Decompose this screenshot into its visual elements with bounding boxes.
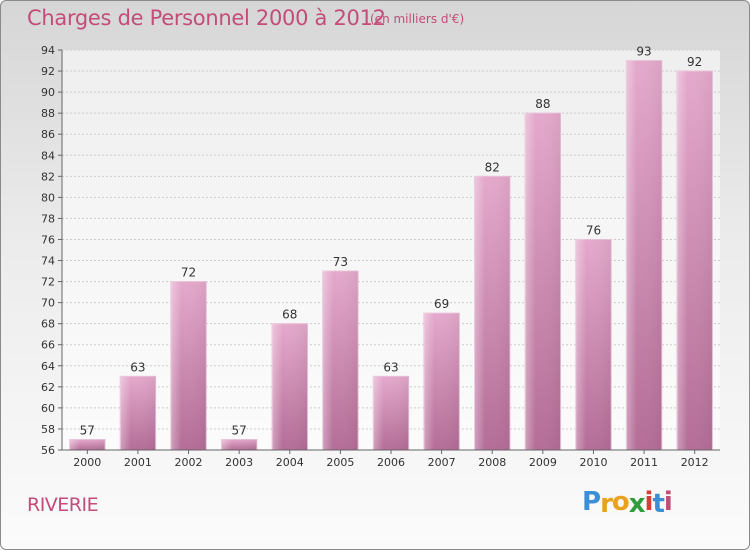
bars: 57 63 72 57 68 73 63 69 82 88 76 93 92 xyxy=(69,45,713,451)
bar-shine xyxy=(373,376,409,450)
x-tick-label: 2009 xyxy=(529,456,557,469)
data-label: 57 xyxy=(232,423,247,437)
bar-shine xyxy=(221,439,257,450)
y-tick-label: 70 xyxy=(41,297,55,310)
y-tick-label: 60 xyxy=(41,402,55,415)
data-label: 69 xyxy=(434,297,449,311)
bar-shine xyxy=(272,323,308,450)
bar-shine xyxy=(423,313,460,450)
bar-shine xyxy=(575,239,612,450)
x-tick-label: 2006 xyxy=(377,456,405,469)
y-tick-label: 86 xyxy=(41,128,55,141)
logo-letter: t xyxy=(652,489,664,519)
logo-letter: o xyxy=(611,487,630,517)
y-axis: 56 58 60 62 64 66 68 70 72 74 76 78 80 82 84 86 88 90 92 94 xyxy=(41,44,63,457)
data-label: 93 xyxy=(636,45,651,59)
bar-shine xyxy=(120,376,156,450)
y-tick-label: 92 xyxy=(41,65,55,78)
y-tick-label: 82 xyxy=(41,170,55,183)
y-tick-label: 64 xyxy=(41,360,55,373)
y-tick-label: 56 xyxy=(41,444,55,457)
x-tick-label: 2010 xyxy=(579,456,607,469)
proxiti-logo: Proxiti xyxy=(582,487,673,519)
y-tick-label: 72 xyxy=(41,276,55,289)
bar-shine xyxy=(626,60,662,451)
y-tick-label: 58 xyxy=(41,423,55,436)
data-label: 88 xyxy=(535,97,550,111)
y-tick-label: 68 xyxy=(41,318,55,331)
bar-shine xyxy=(676,71,713,450)
x-tick-label: 2002 xyxy=(175,456,203,469)
y-tick-label: 90 xyxy=(41,86,55,99)
commune-name: RIVERIE xyxy=(27,494,99,516)
x-tick-label: 2007 xyxy=(428,456,456,469)
x-tick-label: 2004 xyxy=(276,456,304,469)
y-tick-label: 94 xyxy=(41,44,55,57)
data-label: 92 xyxy=(687,55,702,69)
logo-letter: r xyxy=(600,489,613,519)
logo-letter: i xyxy=(644,487,654,517)
y-tick-label: 84 xyxy=(41,149,55,162)
y-tick-label: 80 xyxy=(41,191,55,204)
data-label: 72 xyxy=(181,266,196,280)
data-label: 68 xyxy=(282,308,297,322)
y-tick-label: 76 xyxy=(41,233,55,246)
y-tick-label: 78 xyxy=(41,212,55,225)
chart-subtitle: (en milliers d'€) xyxy=(370,12,465,26)
logo-letter: i xyxy=(663,487,673,517)
bar-shine xyxy=(170,281,207,450)
x-tick-label: 2012 xyxy=(681,456,709,469)
logo-letter: x xyxy=(628,489,646,519)
x-tick-label: 2005 xyxy=(326,456,354,469)
y-tick-label: 62 xyxy=(41,381,55,394)
bar-shine xyxy=(474,176,510,450)
x-tick-label: 2003 xyxy=(225,456,253,469)
bar-shine xyxy=(322,271,359,450)
bar-shine xyxy=(525,113,561,450)
x-axis: 2000 2001 2002 2003 2004 2005 2006 2007 2008 2009… xyxy=(62,449,720,469)
data-label: 57 xyxy=(80,423,95,437)
x-tick-label: 2000 xyxy=(73,456,101,469)
data-label: 76 xyxy=(586,223,601,237)
x-tick-label: 2001 xyxy=(124,456,152,469)
data-label: 73 xyxy=(333,255,348,269)
data-label: 63 xyxy=(130,360,145,374)
data-label: 63 xyxy=(383,360,398,374)
logo-letter: P xyxy=(582,487,601,517)
chart-title: Charges de Personnel 2000 à 2012 xyxy=(27,6,386,30)
data-label: 82 xyxy=(485,160,500,174)
y-tick-label: 66 xyxy=(41,339,55,352)
y-tick-label: 88 xyxy=(41,107,55,120)
x-tick-label: 2008 xyxy=(478,456,506,469)
y-tick-label: 74 xyxy=(41,255,55,268)
bar-shine xyxy=(69,439,106,450)
x-tick-label: 2011 xyxy=(630,456,658,469)
